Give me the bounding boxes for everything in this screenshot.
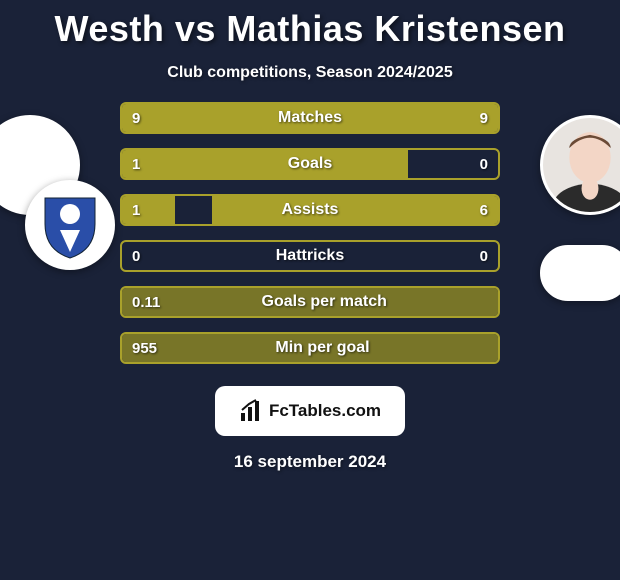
stat-fill-left	[122, 150, 408, 178]
stat-fill-right	[212, 196, 498, 224]
stat-row: 0.11 Goals per match	[120, 286, 500, 318]
fctables-label: FcTables.com	[269, 401, 381, 421]
stat-row: 9 Matches 9	[120, 102, 500, 134]
stat-label: Hattricks	[276, 247, 344, 265]
stat-right-value: 6	[480, 202, 488, 219]
player-silhouette-icon	[543, 118, 620, 212]
stat-row: 1 Assists 6	[120, 194, 500, 226]
club-right-logo	[540, 245, 620, 301]
stat-label: Goals	[288, 155, 332, 173]
stat-left-value: 1	[132, 156, 140, 173]
stats-container: 9 Matches 9 1 Goals 0 1 Assists 6 0 Hattricks 0 0.11…	[120, 102, 500, 364]
stat-label: Goals per match	[262, 293, 387, 311]
stat-row: 1 Goals 0	[120, 148, 500, 180]
stat-left-value: 0.11	[132, 294, 160, 311]
club-left-logo	[25, 180, 115, 270]
shield-icon	[35, 190, 105, 260]
stat-label: Min per goal	[275, 339, 369, 357]
chart-icon	[239, 399, 263, 423]
stat-left-value: 955	[132, 340, 157, 357]
stat-left-value: 1	[132, 202, 140, 219]
fctables-badge[interactable]: FcTables.com	[215, 386, 405, 436]
subtitle: Club competitions, Season 2024/2025	[0, 64, 620, 82]
player-right-avatar	[540, 115, 620, 215]
stat-label: Matches	[278, 109, 342, 127]
stat-right-value: 0	[480, 248, 488, 265]
stat-row: 0 Hattricks 0	[120, 240, 500, 272]
page-title: Westh vs Mathias Kristensen	[0, 0, 620, 50]
snapshot-date: 16 september 2024	[0, 452, 620, 472]
stat-row: 955 Min per goal	[120, 332, 500, 364]
stat-fill-left	[122, 196, 175, 224]
stat-right-value: 0	[480, 156, 488, 173]
stat-left-value: 9	[132, 110, 140, 127]
stat-left-value: 0	[132, 248, 140, 265]
stat-label: Assists	[282, 201, 339, 219]
stat-right-value: 9	[480, 110, 488, 127]
